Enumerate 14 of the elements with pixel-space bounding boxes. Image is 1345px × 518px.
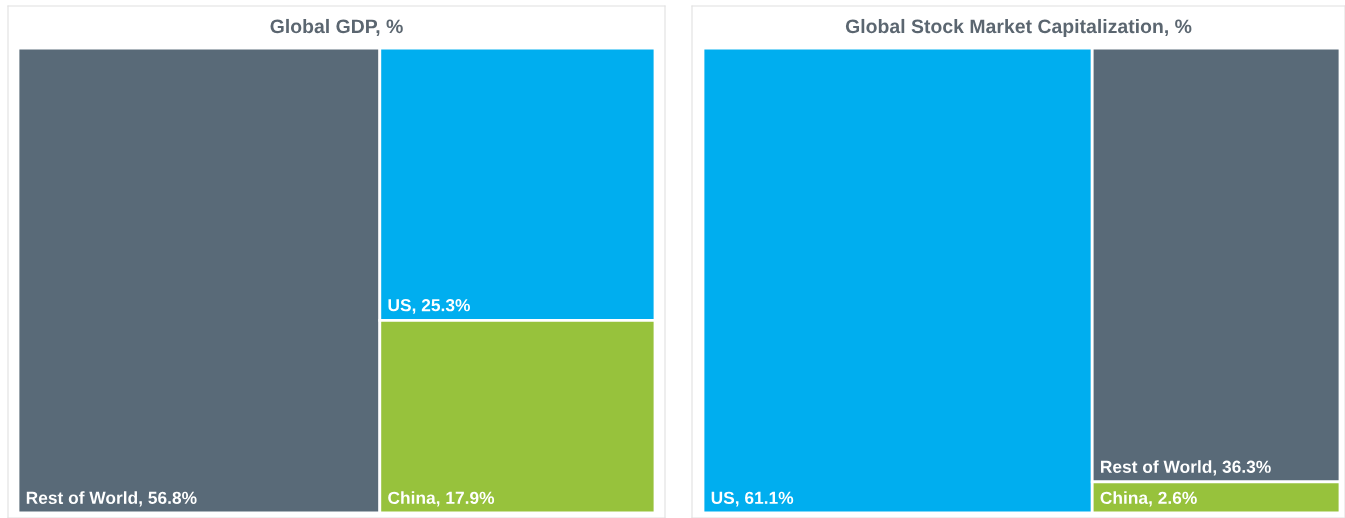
category-label: China <box>1100 491 1149 504</box>
data-label: , 25.3% <box>412 299 470 314</box>
category-label: US <box>711 491 735 504</box>
text: Global GDP, % <box>270 18 403 37</box>
category-label: China <box>388 491 436 504</box>
data-label: , 56.8% <box>139 491 197 507</box>
data-label: , 61.1% <box>735 491 794 507</box>
data-label: , 17.9% <box>436 491 495 507</box>
category-label: Rest of World <box>1101 460 1212 473</box>
data-label: , 36.3% <box>1213 460 1271 476</box>
category-label: US <box>388 299 411 312</box>
text: Global Stock Market Capitalization, % <box>845 18 1192 38</box>
data-label: , 2.6% <box>1149 491 1197 507</box>
category-label: Rest of World <box>26 491 138 504</box>
